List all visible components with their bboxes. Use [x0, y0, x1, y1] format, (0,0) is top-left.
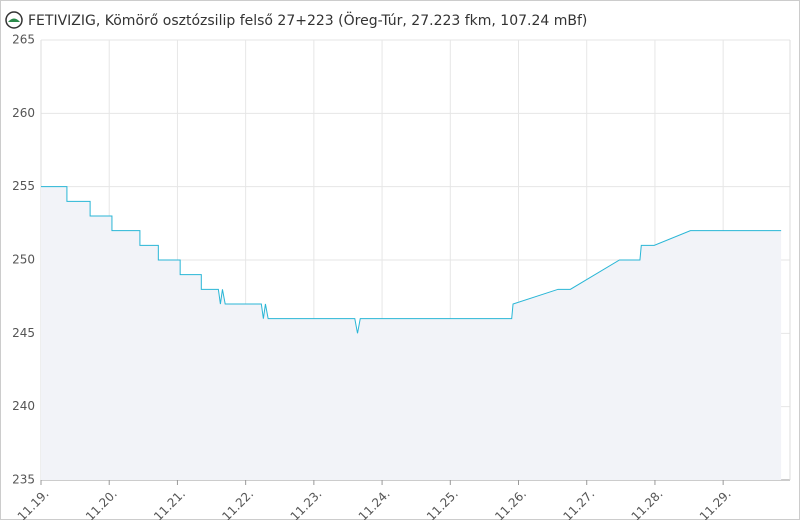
y-tick-label: 240	[12, 399, 35, 413]
y-tick-label: 250	[12, 253, 35, 267]
logo	[5, 11, 23, 29]
y-tick-label: 260	[12, 106, 35, 120]
y-tick-label: 245	[12, 326, 35, 340]
line	[41, 186, 782, 334]
y-tick-label: 235	[12, 473, 35, 487]
chart-title: FETIVIZIG, Kömörő osztózsilip felső 27+2…	[28, 11, 587, 29]
y-tick-label: 255	[12, 179, 35, 193]
area	[41, 186, 782, 480]
y-tick-label: 265	[12, 33, 35, 47]
